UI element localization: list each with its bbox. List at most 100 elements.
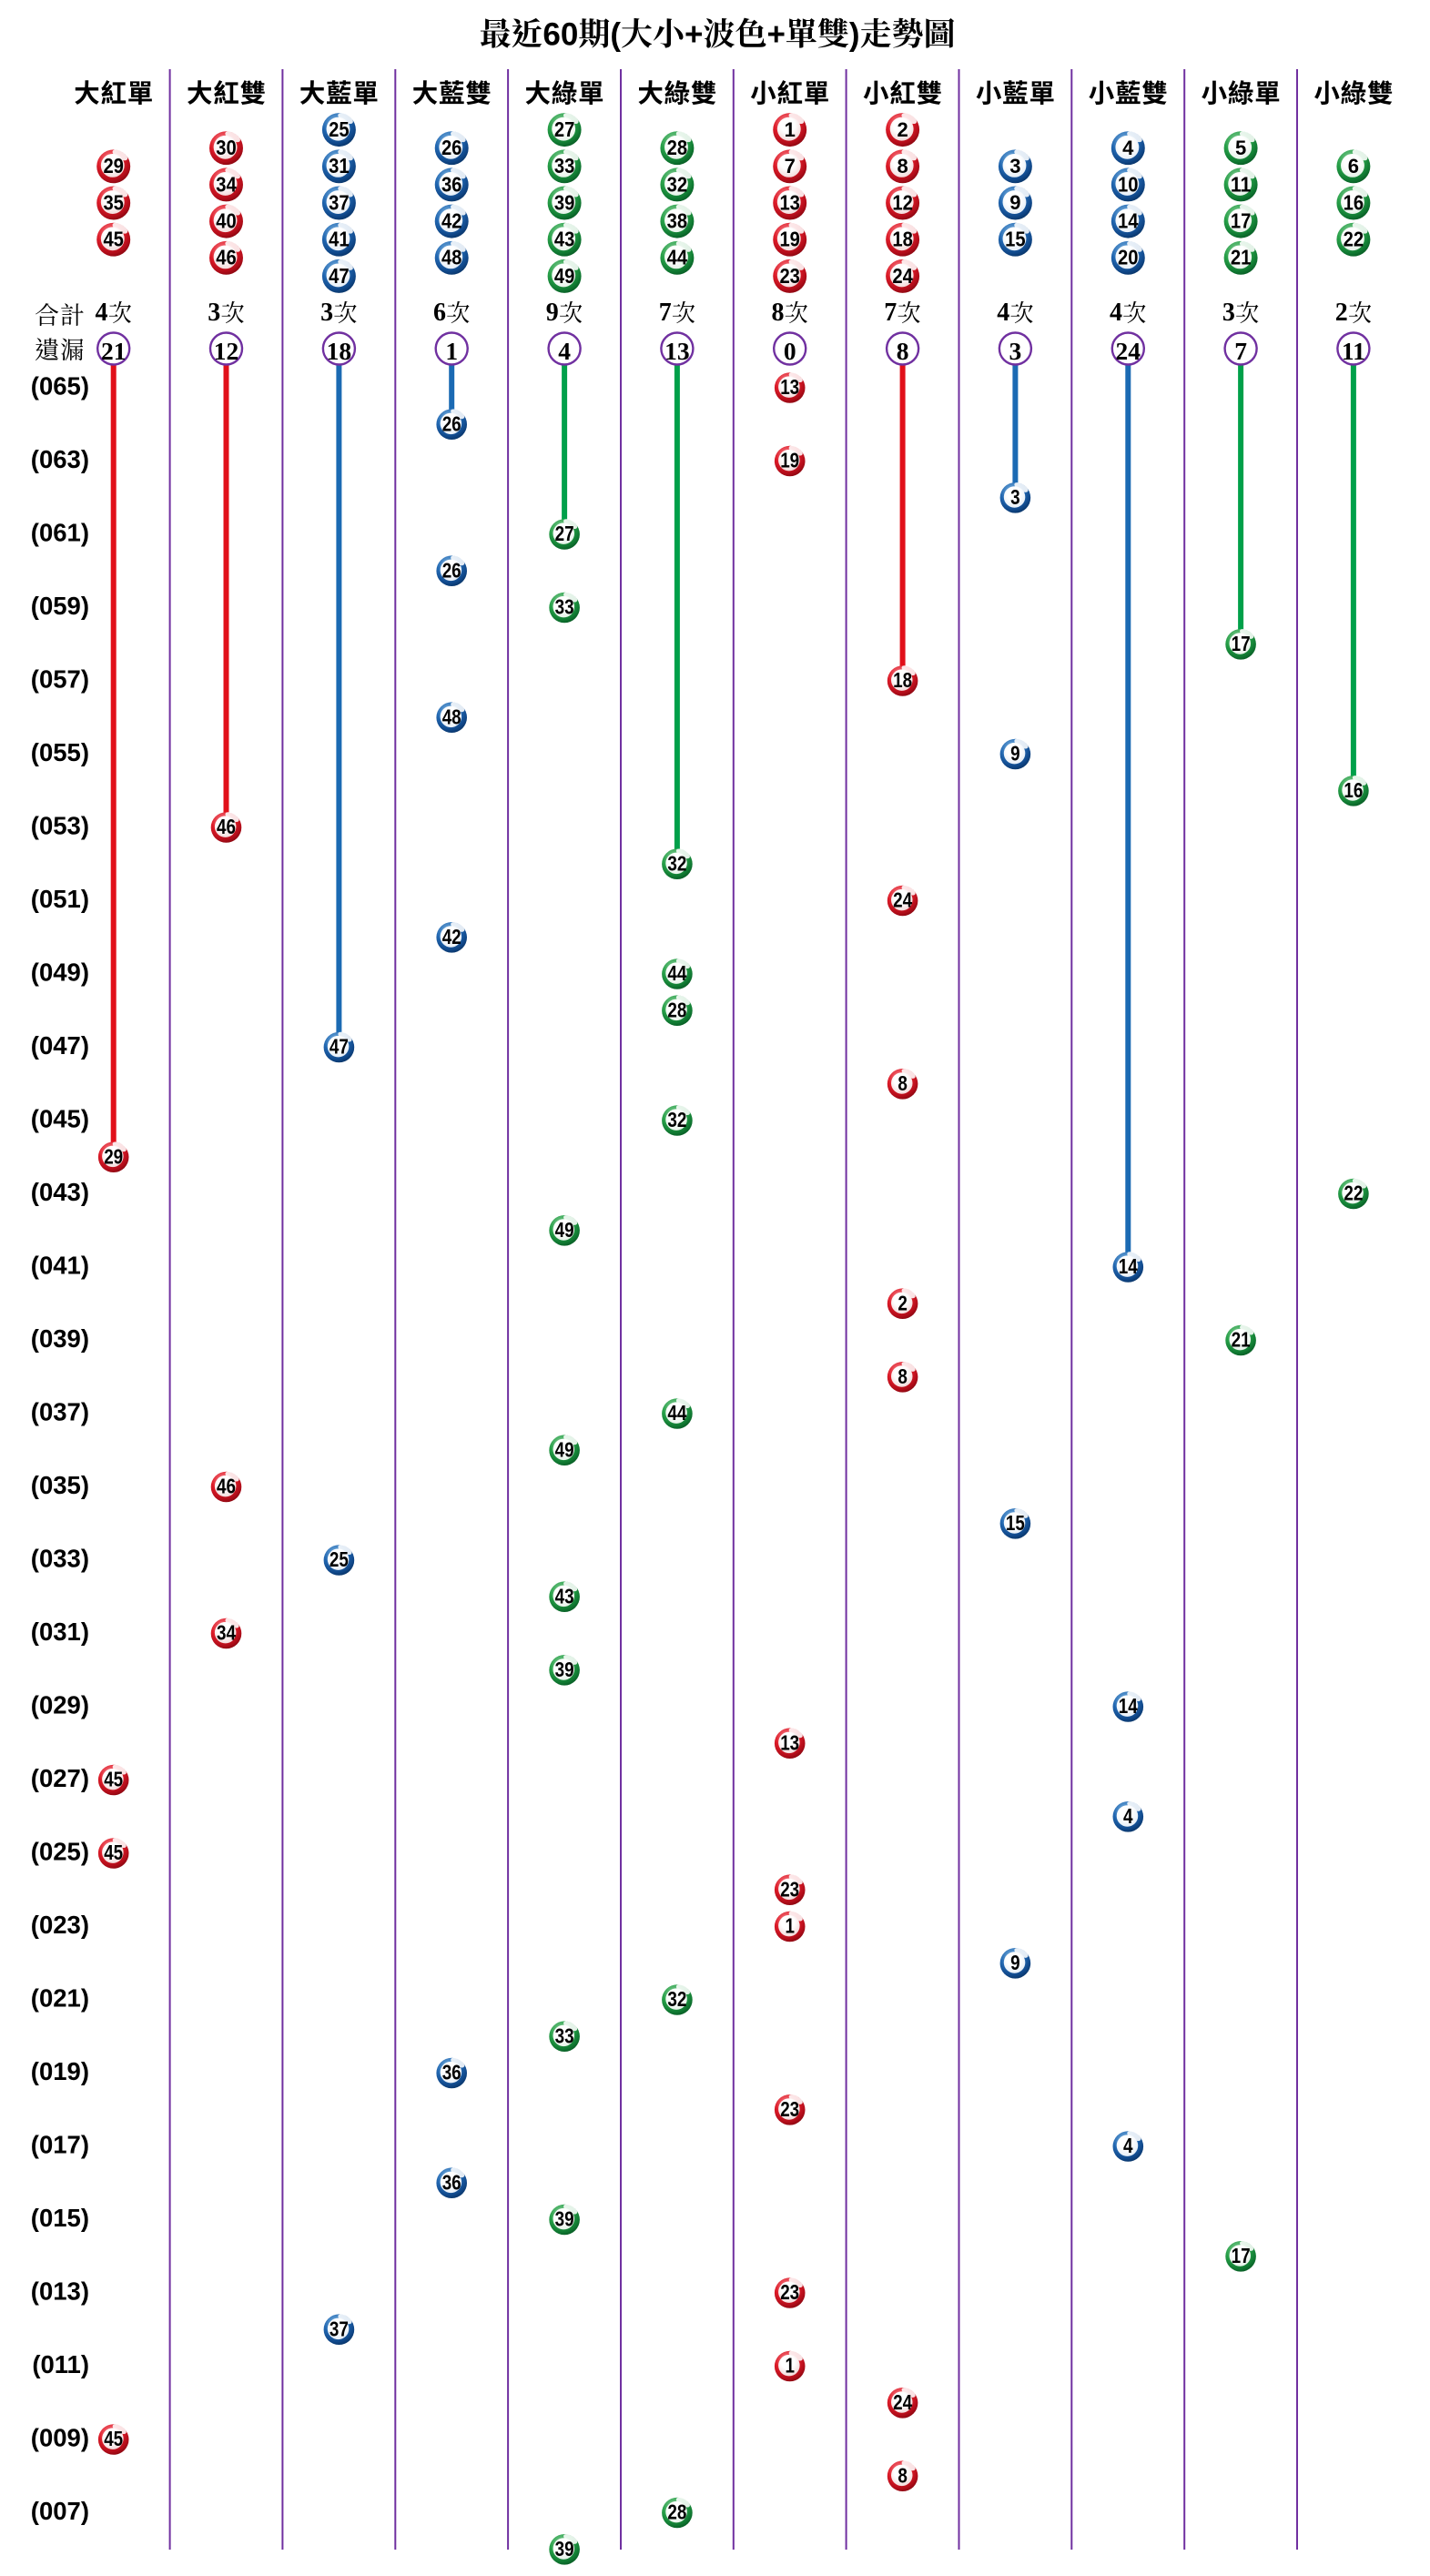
svg-text:35: 35 <box>103 190 124 214</box>
svg-text:1: 1 <box>785 118 796 141</box>
svg-text:26: 26 <box>442 411 461 435</box>
svg-text:42: 42 <box>441 209 462 233</box>
svg-text:2: 2 <box>1335 299 1348 327</box>
svg-text:13: 13 <box>780 1731 799 1755</box>
svg-text:28: 28 <box>667 2500 686 2524</box>
svg-text:12: 12 <box>214 337 239 365</box>
svg-text:49: 49 <box>555 1438 574 1462</box>
svg-text:38: 38 <box>667 209 688 233</box>
svg-text:39: 39 <box>555 1658 574 1681</box>
svg-text:(013): (013) <box>31 2277 89 2305</box>
svg-text:(025): (025) <box>31 1837 89 1865</box>
svg-text:10: 10 <box>1118 172 1139 196</box>
svg-text:45: 45 <box>104 2427 123 2450</box>
svg-text:18: 18 <box>892 228 913 251</box>
svg-text:22: 22 <box>1344 1182 1363 1205</box>
svg-text:46: 46 <box>216 246 237 269</box>
svg-text:26: 26 <box>442 559 461 583</box>
svg-text:33: 33 <box>555 2023 574 2047</box>
svg-text:24: 24 <box>893 888 912 912</box>
svg-text:6: 6 <box>433 299 446 327</box>
svg-text:(033): (033) <box>31 1544 89 1572</box>
svg-text:44: 44 <box>667 961 686 985</box>
svg-text:(019): (019) <box>31 2057 89 2085</box>
svg-text:23: 23 <box>780 2280 799 2304</box>
svg-text:39: 39 <box>555 2537 574 2561</box>
svg-text:14: 14 <box>1119 1694 1138 1718</box>
svg-text:4: 4 <box>997 299 1009 327</box>
svg-text:39: 39 <box>555 2207 574 2231</box>
svg-text:34: 34 <box>216 172 237 196</box>
svg-text:6: 6 <box>1348 155 1359 177</box>
svg-text:42: 42 <box>442 925 461 948</box>
svg-text:31: 31 <box>329 154 350 177</box>
svg-text:37: 37 <box>329 190 350 214</box>
svg-text:40: 40 <box>216 209 237 233</box>
svg-text:36: 36 <box>442 2170 461 2194</box>
svg-text:49: 49 <box>555 1218 574 1242</box>
svg-text:8: 8 <box>897 337 909 365</box>
svg-text:44: 44 <box>667 1401 686 1425</box>
svg-text:(039): (039) <box>31 1324 89 1353</box>
svg-text:24: 24 <box>1116 337 1141 365</box>
svg-text:21: 21 <box>1231 246 1252 269</box>
svg-text:8: 8 <box>772 299 785 327</box>
svg-text:32: 32 <box>667 852 686 876</box>
svg-text:3: 3 <box>208 299 220 327</box>
svg-text:24: 24 <box>893 2390 912 2414</box>
svg-text:13: 13 <box>664 337 690 365</box>
svg-text:7: 7 <box>785 155 796 177</box>
svg-text:4: 4 <box>96 299 108 327</box>
svg-text:): ) <box>849 17 860 53</box>
svg-text:5: 5 <box>1235 137 1246 159</box>
svg-text:33: 33 <box>554 154 575 177</box>
svg-text:13: 13 <box>779 190 800 214</box>
svg-text:4: 4 <box>1110 299 1122 327</box>
svg-text:9: 9 <box>1010 742 1020 766</box>
svg-text:28: 28 <box>667 999 686 1022</box>
svg-text:34: 34 <box>217 1621 236 1645</box>
svg-text:14: 14 <box>1118 209 1139 233</box>
svg-text:2: 2 <box>897 118 908 141</box>
svg-text:(041): (041) <box>31 1251 89 1279</box>
svg-text:9: 9 <box>1009 191 1020 214</box>
svg-text:41: 41 <box>329 228 350 251</box>
svg-text:16: 16 <box>1344 190 1364 214</box>
svg-text:32: 32 <box>667 1108 686 1131</box>
svg-text:24: 24 <box>892 264 913 288</box>
svg-text:0: 0 <box>784 337 796 365</box>
svg-text:32: 32 <box>667 1987 686 2011</box>
svg-text:(021): (021) <box>31 1983 89 2012</box>
svg-text:8: 8 <box>898 2463 908 2487</box>
svg-text:27: 27 <box>554 117 575 141</box>
svg-text:37: 37 <box>330 2317 349 2340</box>
svg-text:(009): (009) <box>31 2423 89 2451</box>
svg-text:3: 3 <box>1010 485 1020 509</box>
svg-text:(047): (047) <box>31 1031 89 1060</box>
svg-text:2: 2 <box>898 1292 908 1315</box>
svg-text:28: 28 <box>667 136 688 159</box>
svg-text:1: 1 <box>445 337 458 365</box>
svg-text:47: 47 <box>329 264 350 288</box>
svg-text:+: + <box>767 17 786 53</box>
svg-text:21: 21 <box>1232 1328 1251 1352</box>
svg-text:48: 48 <box>441 246 462 269</box>
svg-text:(055): (055) <box>31 738 89 766</box>
svg-text:45: 45 <box>104 1841 123 1864</box>
svg-text:(027): (027) <box>31 1764 89 1792</box>
svg-text:(061): (061) <box>31 518 89 546</box>
svg-text:60: 60 <box>543 17 578 53</box>
svg-text:(: ( <box>610 17 621 53</box>
svg-text:11: 11 <box>1231 172 1252 196</box>
svg-text:9: 9 <box>546 299 559 327</box>
svg-text:4: 4 <box>1122 137 1134 159</box>
svg-text:45: 45 <box>104 1768 123 1791</box>
svg-text:(065): (065) <box>31 371 89 400</box>
svg-text:18: 18 <box>327 337 352 365</box>
svg-text:4: 4 <box>1123 2134 1133 2157</box>
svg-text:29: 29 <box>104 1145 123 1169</box>
svg-text:17: 17 <box>1232 632 1251 655</box>
svg-text:3: 3 <box>1009 155 1020 177</box>
svg-text:(051): (051) <box>31 885 89 913</box>
svg-text:45: 45 <box>103 228 124 251</box>
